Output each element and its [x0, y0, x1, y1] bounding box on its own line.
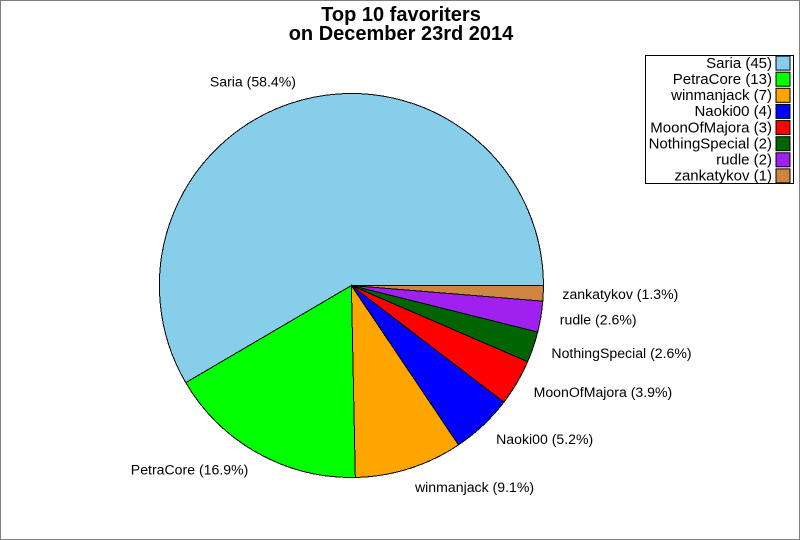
svg-text:NothingSpecial (2.6%): NothingSpecial (2.6%)	[551, 345, 691, 361]
svg-text:zankatykov (1.3%): zankatykov (1.3%)	[562, 286, 678, 302]
svg-text:Saria (45): Saria (45)	[706, 55, 772, 72]
svg-text:Naoki00 (4): Naoki00 (4)	[694, 103, 772, 120]
svg-text:zankatykov (1): zankatykov (1)	[674, 168, 772, 185]
svg-text:NothingSpecial (2): NothingSpecial (2)	[649, 136, 772, 153]
svg-text:rudle (2): rudle (2)	[716, 152, 772, 169]
svg-text:rudle (2.6%): rudle (2.6%)	[560, 312, 637, 328]
svg-text:winmanjack (9.1%): winmanjack (9.1%)	[414, 479, 534, 495]
svg-text:PetraCore (13): PetraCore (13)	[673, 71, 772, 88]
svg-text:MoonOfMajora (3.9%): MoonOfMajora (3.9%)	[534, 384, 673, 400]
svg-text:MoonOfMajora (3): MoonOfMajora (3)	[650, 119, 772, 136]
svg-text:winmanjack (7): winmanjack (7)	[670, 87, 772, 104]
svg-text:PetraCore (16.9%): PetraCore (16.9%)	[131, 462, 249, 478]
svg-text:Naoki00 (5.2%): Naoki00 (5.2%)	[496, 431, 593, 447]
svg-text:Saria (58.4%): Saria (58.4%)	[210, 74, 296, 90]
